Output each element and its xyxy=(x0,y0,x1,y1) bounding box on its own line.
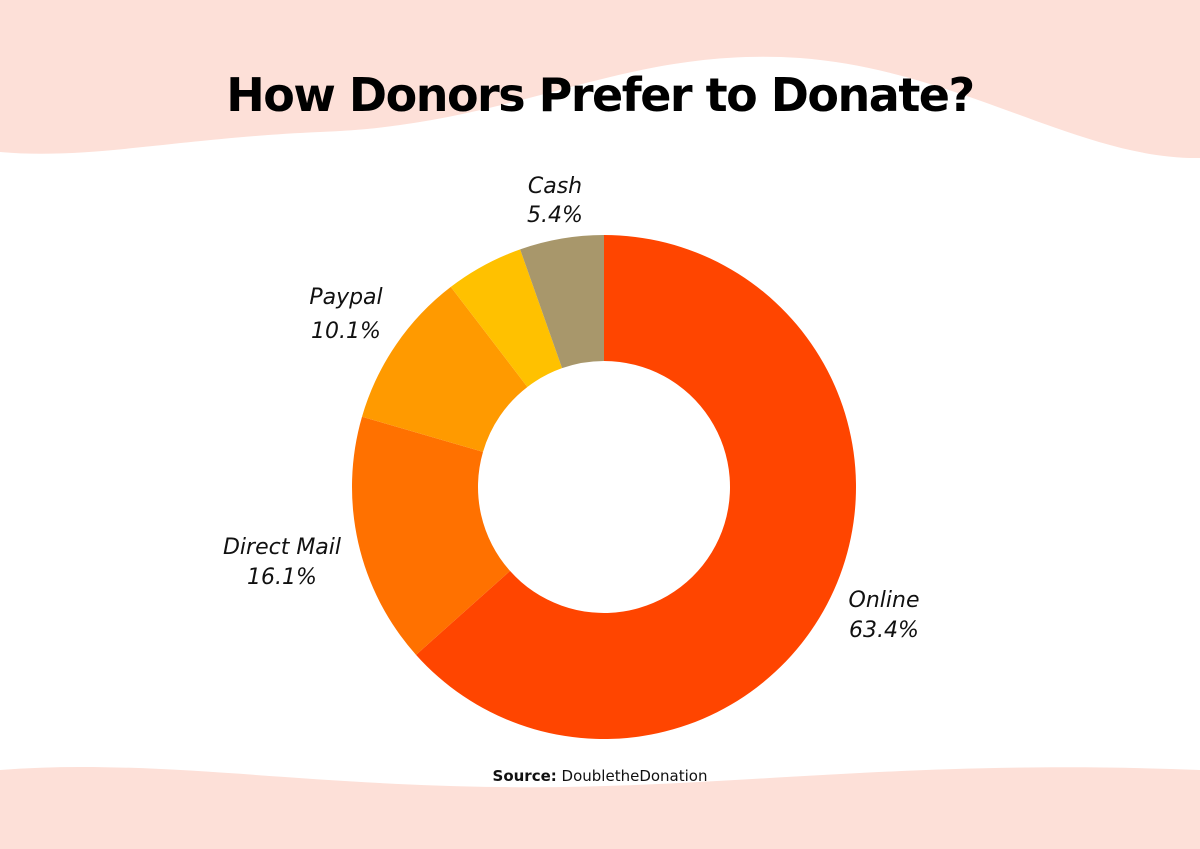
labels-layer: Online 63.4% Direct Mail 16.1% Paypal 10.1% Ca… xyxy=(223,174,920,643)
slice-label-online: Online xyxy=(849,588,920,613)
source-value: DoubletheDonation xyxy=(561,767,708,785)
top-wave xyxy=(0,0,1200,159)
slice-cash xyxy=(520,235,604,369)
chart-title: How Donors Prefer to Donate? xyxy=(226,68,975,122)
slice-direct-mail xyxy=(352,416,511,655)
slice-value-paypal: 10.1% xyxy=(311,319,381,344)
slice-label-cash: Cash xyxy=(528,174,582,199)
slices-layer xyxy=(352,235,856,740)
slice-unlabeled xyxy=(450,249,563,387)
slice-label-paypal: Paypal xyxy=(309,285,382,310)
slice-online xyxy=(416,235,856,740)
source-note: Source: DoubletheDonation xyxy=(0,767,1200,785)
slice-value-online: 63.4% xyxy=(849,618,919,643)
slice-value-cash: 5.4% xyxy=(527,203,583,228)
source-label: Source: xyxy=(492,767,557,785)
slice-value-direct-mail: 16.1% xyxy=(247,565,317,590)
bottom-wave xyxy=(0,766,1200,849)
slice-label-direct-mail: Direct Mail xyxy=(223,535,341,560)
slice-paypal xyxy=(362,286,528,452)
